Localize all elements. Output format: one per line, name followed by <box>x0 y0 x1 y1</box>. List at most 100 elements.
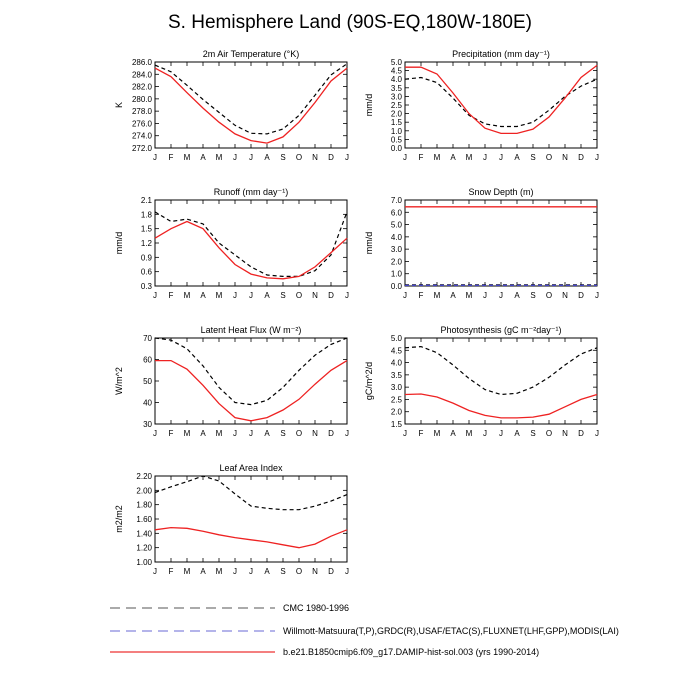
series-line-model <box>154 526 348 549</box>
y-axis-label: mm/d <box>114 232 124 255</box>
y-tick-label: 2.20 <box>136 472 152 481</box>
x-tick-label: J <box>595 429 599 438</box>
y-tick-label: 3.5 <box>391 371 403 380</box>
panel-4: Snow Depth (m) mm/d 0.0 1.0 2.0 3.0 4.0 5.0 6.0 7… <box>364 187 599 300</box>
y-tick-label: 5.0 <box>391 221 403 230</box>
x-tick-label: J <box>249 567 253 576</box>
x-tick-label: F <box>169 153 174 162</box>
y-tick-label: 282.0 <box>132 83 153 92</box>
y-tick-label: 5.0 <box>391 58 403 67</box>
y-tick-label: 2.5 <box>391 101 403 110</box>
y-tick-label: 1.00 <box>136 558 152 567</box>
legend: CMC 1980-1996 Willmott-Matsuura(T,P),GRDC… <box>110 603 619 657</box>
x-tick-label: J <box>249 429 253 438</box>
y-tick-label: 0.0 <box>391 144 403 153</box>
y-tick-label: 1.2 <box>141 239 153 248</box>
x-tick-label: S <box>530 291 535 300</box>
y-tick-label: 1.5 <box>141 225 153 234</box>
x-tick-label: A <box>450 153 456 162</box>
y-tick-label: 278.0 <box>132 107 153 116</box>
y-tick-label: 2.1 <box>141 196 153 205</box>
x-tick-label: S <box>280 291 285 300</box>
panel-title: 2m Air Temperature (°K) <box>203 49 299 59</box>
x-tick-label: M <box>184 153 191 162</box>
x-tick-label: J <box>345 291 349 300</box>
y-tick-label: 1.40 <box>136 529 152 538</box>
x-tick-label: D <box>328 567 334 576</box>
y-tick-label: 60 <box>143 356 152 365</box>
panel-6: Photosynthesis (gC m⁻²day⁻¹) gC/m^2/d 1.5 2… <box>364 325 599 438</box>
x-tick-label: A <box>450 291 456 300</box>
y-tick-label: 276.0 <box>132 119 153 128</box>
x-tick-label: F <box>169 291 174 300</box>
panel-title: Runoff (mm day⁻¹) <box>214 187 289 197</box>
x-tick-label: M <box>466 153 473 162</box>
y-tick-label: 3.0 <box>391 245 403 254</box>
x-tick-label: M <box>216 567 223 576</box>
x-tick-label: F <box>419 429 424 438</box>
y-axis-label: W/m^2 <box>114 367 124 395</box>
page-title: S. Hemisphere Land (90S-EQ,180W-180E) <box>168 12 532 33</box>
x-tick-label: N <box>312 567 318 576</box>
plot-frame <box>154 199 348 287</box>
x-tick-label: N <box>562 153 568 162</box>
plot-frame <box>154 475 348 563</box>
x-tick-label: J <box>595 291 599 300</box>
y-tick-label: 0.5 <box>391 135 403 144</box>
x-tick-label: D <box>578 291 584 300</box>
x-tick-label: J <box>499 429 503 438</box>
x-tick-label: F <box>419 291 424 300</box>
x-tick-label: J <box>345 429 349 438</box>
x-tick-label: N <box>312 429 318 438</box>
y-tick-label: 1.80 <box>136 501 152 510</box>
x-tick-label: J <box>345 153 349 162</box>
x-tick-label: O <box>546 291 552 300</box>
x-tick-label: J <box>483 429 487 438</box>
y-tick-label: 2.00 <box>136 486 152 495</box>
x-tick-label: J <box>233 291 237 300</box>
x-tick-label: O <box>296 567 302 576</box>
y-tick-label: 272.0 <box>132 144 153 153</box>
y-tick-label: 1.60 <box>136 515 152 524</box>
plot-frame <box>154 61 348 149</box>
x-tick-label: J <box>499 153 503 162</box>
y-tick-label: 1.5 <box>391 420 403 429</box>
y-tick-label: 6.0 <box>391 208 403 217</box>
legend-label: Willmott-Matsuura(T,P),GRDC(R),USAF/ETAC… <box>283 626 619 636</box>
x-tick-label: M <box>434 291 441 300</box>
legend-label: b.e21.B1850cmip6.f09_g17.DAMIP-hist-sol.… <box>283 647 539 657</box>
y-tick-label: 4.0 <box>391 75 403 84</box>
x-tick-label: J <box>403 429 407 438</box>
x-tick-label: M <box>434 429 441 438</box>
series-line-model <box>405 64 598 135</box>
y-axis-label: mm/d <box>364 232 374 255</box>
y-tick-label: 3.0 <box>391 383 403 392</box>
y-tick-label: 3.0 <box>391 92 403 101</box>
x-tick-label: A <box>200 567 206 576</box>
x-tick-label: O <box>546 153 552 162</box>
x-tick-label: F <box>169 429 174 438</box>
x-tick-label: A <box>264 153 270 162</box>
x-tick-label: M <box>434 153 441 162</box>
y-tick-label: 1.0 <box>391 127 403 136</box>
y-tick-label: 1.8 <box>141 210 153 219</box>
x-tick-label: M <box>184 567 191 576</box>
x-tick-label: F <box>169 567 174 576</box>
panel-title: Photosynthesis (gC m⁻²day⁻¹) <box>440 325 561 335</box>
x-tick-label: D <box>328 153 334 162</box>
y-tick-label: 2.0 <box>391 257 403 266</box>
x-tick-label: M <box>216 291 223 300</box>
x-tick-label: A <box>264 567 270 576</box>
y-tick-label: 4.0 <box>391 359 403 368</box>
x-tick-label: J <box>483 291 487 300</box>
x-tick-label: M <box>466 291 473 300</box>
x-tick-label: O <box>546 429 552 438</box>
x-tick-label: A <box>450 429 456 438</box>
x-tick-label: J <box>595 153 599 162</box>
x-tick-label: A <box>264 429 270 438</box>
x-tick-label: M <box>184 291 191 300</box>
y-tick-label: 0.0 <box>391 282 403 291</box>
x-tick-label: O <box>296 153 302 162</box>
x-tick-label: N <box>562 291 568 300</box>
y-tick-label: 5.0 <box>391 334 403 343</box>
